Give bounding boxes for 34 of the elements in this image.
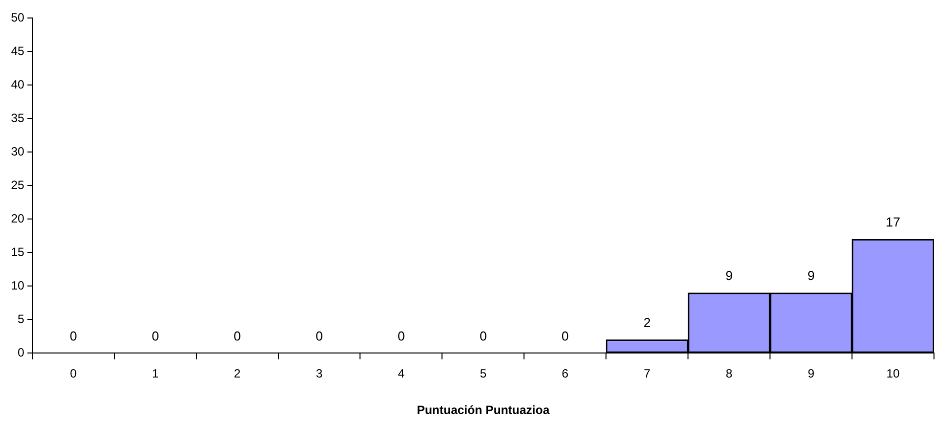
x-tick-label: 6 [562, 366, 569, 381]
y-tick-label: 30 [10, 144, 25, 159]
data-label: 0 [562, 328, 569, 344]
y-tick-label: 15 [10, 245, 25, 260]
data-label: 0 [480, 328, 487, 344]
data-label: 17 [886, 214, 900, 230]
data-label: 9 [725, 268, 733, 283]
x-tick-label: 0 [70, 366, 77, 381]
y-tick-label: 5 [18, 312, 25, 326]
x-axis-title: Puntuación Puntuazioa [416, 403, 550, 418]
x-tick-label: 4 [398, 366, 405, 381]
x-tick-label: 7 [644, 366, 651, 381]
y-tick-label: 20 [10, 212, 25, 226]
x-tick-label: 5 [480, 366, 487, 381]
x-tick-label: 10 [886, 366, 900, 381]
data-label: 0 [70, 328, 77, 344]
data-label: 0 [234, 328, 241, 344]
y-tick-label: 45 [10, 44, 25, 58]
x-tick-label: 3 [316, 366, 323, 381]
y-tick-label: 35 [10, 111, 25, 126]
x-tick-label: 1 [152, 366, 159, 381]
y-tick-label: 50 [10, 10, 25, 25]
data-label: 9 [807, 268, 815, 283]
y-tick-label: 10 [10, 278, 25, 293]
data-label: 0 [152, 328, 159, 344]
y-tick-label: 0 [18, 346, 25, 360]
x-tick-label: 8 [726, 366, 733, 381]
data-label: 0 [316, 328, 323, 344]
y-tick-label: 25 [10, 178, 25, 192]
x-tick-label: 2 [234, 366, 241, 381]
data-label: 0 [398, 328, 405, 344]
data-label: 2 [643, 314, 651, 330]
x-tick-label: 9 [808, 366, 815, 381]
y-tick-label: 40 [10, 78, 25, 92]
